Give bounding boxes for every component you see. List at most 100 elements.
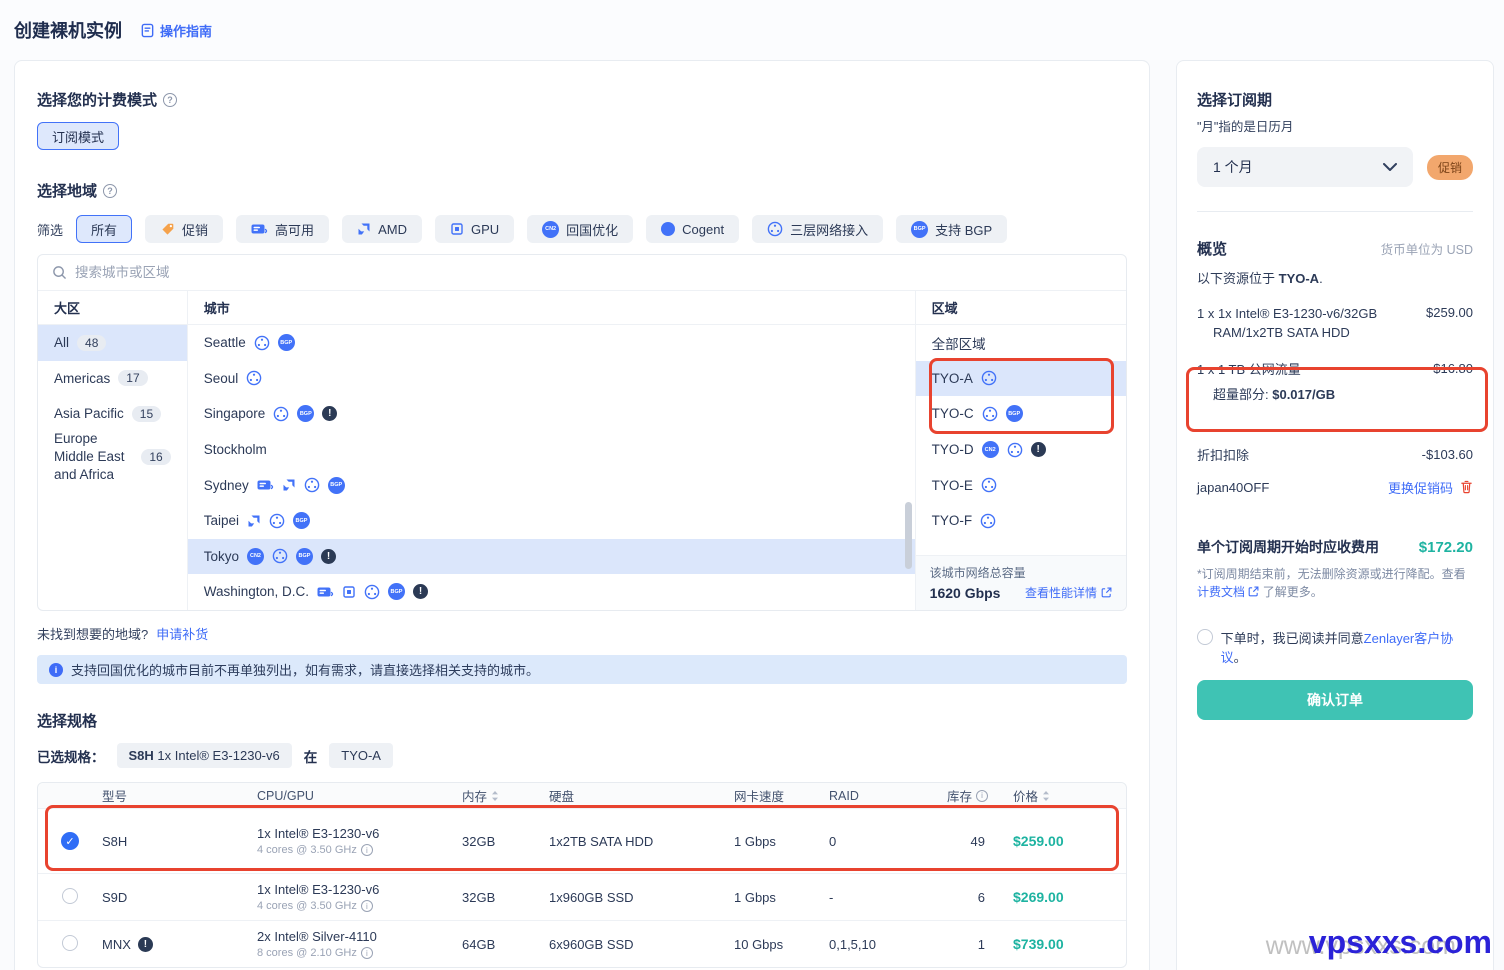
filter-pill-layer3-network[interactable]: 三层网络接入 bbox=[752, 215, 884, 243]
area-item-all[interactable]: All 48 bbox=[38, 325, 187, 361]
city-item-tokyo[interactable]: Tokyo CN2 BGP! bbox=[187, 538, 915, 575]
count-badge: 48 bbox=[77, 334, 107, 351]
trash-icon[interactable] bbox=[1460, 480, 1473, 494]
spec-radio[interactable] bbox=[62, 887, 78, 904]
high-availability-icon bbox=[251, 224, 268, 234]
layer3-network-icon bbox=[767, 221, 783, 237]
area-item-emea[interactable]: Europe Middle East and Africa 16 bbox=[38, 431, 187, 482]
billing-mode-heading: 选择您的计费模式 ? bbox=[37, 89, 1127, 110]
area-item-americas[interactable]: Americas 17 bbox=[38, 361, 187, 397]
filter-pill-cogent[interactable]: Cogent bbox=[646, 215, 740, 243]
customer-agreement-link[interactable]: Zenlayer客户协议 bbox=[1220, 630, 1454, 665]
high-availability-icon bbox=[317, 587, 334, 597]
count-badge: 16 bbox=[141, 448, 171, 465]
total-label: 单个订阅周期开始时应收费用 bbox=[1197, 538, 1379, 555]
zone-item-tyo-c[interactable]: TYO-C BGP bbox=[916, 396, 1126, 432]
area-item-asia-pacific[interactable]: Asia Pacific 15 bbox=[38, 396, 187, 432]
filter-pill-amd[interactable]: AMD bbox=[342, 215, 422, 243]
change-promo-link[interactable]: 更换促销码 bbox=[1387, 480, 1453, 496]
selected-spec-label: 已选规格： bbox=[37, 749, 105, 765]
zone-item-all-zones[interactable]: 全部区域 bbox=[931, 336, 986, 352]
info-icon: i bbox=[49, 662, 63, 677]
billing-doc-link[interactable]: 计费文档 bbox=[1197, 585, 1246, 600]
promo-tag-icon bbox=[162, 223, 174, 235]
city-item-seattle[interactable]: Seattle BGP bbox=[188, 325, 915, 361]
zone-item-tyo-d[interactable]: TYO-D CN2! bbox=[916, 432, 1126, 468]
filter-pill-gpu[interactable]: GPU bbox=[434, 215, 515, 243]
sort-icon[interactable] bbox=[491, 790, 499, 802]
amd-icon bbox=[248, 515, 260, 527]
spec-heading: 选择规格 bbox=[37, 713, 98, 730]
spec-row-s9d[interactable]: S9D 1x Intel® E3-1230-v6 4 cores @ 3.50 G… bbox=[38, 873, 1126, 920]
line-item-price: $16.80 bbox=[1433, 360, 1473, 376]
region-selector-panel: 大区 All 48 Americas 17 Asia Pacific 15 Eu… bbox=[37, 254, 1127, 611]
page-title: 创建裸机实例 bbox=[14, 21, 122, 41]
guide-link[interactable]: 操作指南 bbox=[140, 21, 212, 40]
filter-pill-high-availability[interactable]: 高可用 bbox=[236, 215, 330, 243]
cn2-icon: CN2 bbox=[247, 547, 264, 565]
location-line: 以下资源位于 TYO-A. bbox=[1197, 271, 1323, 286]
layer3-network-icon bbox=[269, 513, 285, 529]
order-line-item: 1 x 1 TB 公网流量 超量部分: $0.017/GB $16.80 bbox=[1197, 360, 1473, 402]
info-icon[interactable]: i bbox=[360, 844, 373, 856]
line-item-price: $259.00 bbox=[1426, 305, 1473, 320]
info-icon[interactable]: i bbox=[360, 947, 373, 959]
zone-item-tyo-f[interactable]: TYO-F bbox=[916, 503, 1126, 539]
city-item-stockholm[interactable]: Stockholm bbox=[203, 442, 267, 458]
spec-col-header: 价格 bbox=[1013, 786, 1126, 805]
layer3-network-icon bbox=[982, 406, 997, 422]
discount-value: -$103.60 bbox=[1421, 446, 1473, 462]
region-filter-row: 筛选 所有 促销 高可用 AMD GPU CN2 回国优化 Cogent 三层网络接入 BGP 支持… bbox=[37, 215, 1127, 243]
city-list-scrollbar[interactable] bbox=[904, 502, 912, 569]
alert-icon: ! bbox=[321, 548, 336, 564]
sort-icon[interactable] bbox=[1042, 790, 1050, 802]
gpu-icon bbox=[343, 586, 355, 598]
capacity-label: 该城市网络总容量 bbox=[929, 566, 1026, 580]
performance-details-link[interactable]: 查看性能详情 bbox=[1025, 584, 1112, 601]
bgp-icon: BGP bbox=[911, 220, 929, 238]
search-input[interactable] bbox=[75, 265, 1112, 280]
help-icon[interactable]: ? bbox=[163, 92, 178, 107]
region-restock-link[interactable]: 申请补货 bbox=[156, 627, 209, 642]
subscription-heading: 选择订阅期 bbox=[1197, 92, 1273, 109]
spec-col-header: 库存 i bbox=[947, 786, 1013, 805]
spec-row-s8h[interactable]: ✓ S8H 1x Intel® E3-1230-v6 4 cores @ 3.50… bbox=[38, 809, 1126, 873]
zone-item-tyo-a[interactable]: TYO-A bbox=[915, 360, 1126, 397]
spec-table-header: 型号 CPU/GPU 内存 硬盘 网卡速度 RAID 库存 i 价格 bbox=[38, 783, 1126, 809]
spec-radio[interactable] bbox=[62, 934, 78, 951]
document-icon bbox=[141, 23, 154, 37]
city-item-sydney[interactable]: Sydney BGP bbox=[188, 467, 915, 503]
confirm-order-button[interactable]: 确认订单 bbox=[1197, 679, 1473, 720]
spec-row-mnx[interactable]: MNX! 2x Intel® Silver-4110 8 cores @ 2.10… bbox=[38, 920, 1126, 967]
zone-item-tyo-e[interactable]: TYO-E bbox=[916, 467, 1126, 503]
city-item-singapore[interactable]: Singapore BGP! bbox=[188, 396, 915, 432]
help-icon[interactable]: ? bbox=[103, 183, 118, 198]
subscription-mode-button[interactable]: 订阅模式 bbox=[37, 122, 120, 150]
city-item-taipei[interactable]: Taipei BGP bbox=[188, 503, 915, 539]
capacity-value: 1620 Gbps bbox=[929, 584, 1001, 601]
at-label: 在 bbox=[303, 749, 318, 765]
filter-pill-bgp[interactable]: BGP 支持 BGP bbox=[896, 215, 1008, 243]
info-icon[interactable]: i bbox=[976, 789, 989, 802]
period-dropdown[interactable]: 1 个月 bbox=[1197, 147, 1413, 187]
agreement-radio[interactable] bbox=[1197, 628, 1213, 645]
spec-col-header: CPU/GPU bbox=[257, 788, 314, 803]
filter-pill-promo[interactable]: 促销 bbox=[145, 215, 224, 243]
spec-col-header: 网卡速度 bbox=[734, 790, 785, 804]
alert-icon: ! bbox=[137, 936, 153, 952]
agreement-row: 下单时，我已阅读并同意Zenlayer客户协议。 bbox=[1197, 628, 1473, 666]
layer3-network-icon bbox=[272, 549, 288, 564]
filter-pill-all[interactable]: 所有 bbox=[76, 215, 133, 243]
city-item-seoul[interactable]: Seoul bbox=[188, 361, 915, 397]
region-not-found-row: 未找到想要的地域? 申请补货 bbox=[37, 624, 1127, 643]
filter-pill-china-optimized[interactable]: CN2 回国优化 bbox=[527, 215, 634, 243]
selected-check-icon[interactable]: ✓ bbox=[61, 832, 79, 850]
search-icon bbox=[53, 266, 66, 279]
alert-icon: ! bbox=[322, 406, 338, 422]
layer3-network-icon bbox=[981, 477, 997, 493]
city-item-washington-dc[interactable]: Washington, D.C. BGP! bbox=[188, 574, 915, 610]
bgp-icon: BGP bbox=[327, 476, 345, 494]
info-icon[interactable]: i bbox=[360, 900, 373, 912]
spec-price: $739.00 bbox=[1013, 936, 1064, 952]
